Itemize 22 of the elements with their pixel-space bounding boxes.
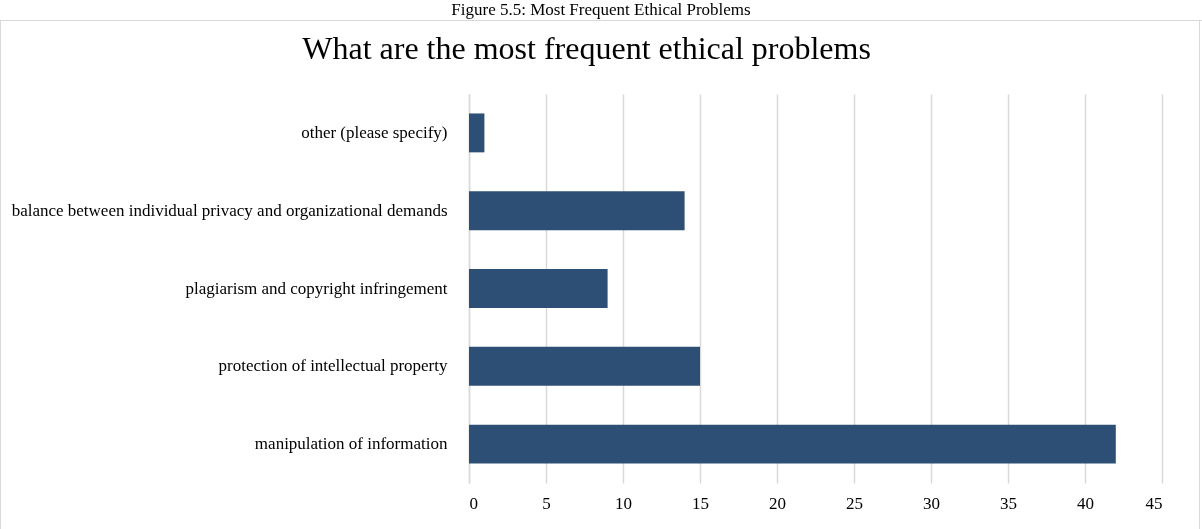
y-tick-label: protection of intellectual property	[218, 356, 448, 376]
x-tick-label: 20	[769, 493, 786, 513]
caption: Figure 5.5: Most Frequent Ethical Problems	[0, 0, 1202, 21]
x-tick-label: 10	[615, 493, 632, 513]
x-tick-label: 35	[1000, 493, 1017, 513]
y-tick-label: other (please specify)	[301, 122, 448, 142]
bar	[469, 346, 700, 386]
y-tick-label: manipulation of information	[254, 434, 448, 454]
bar	[469, 113, 485, 153]
bar	[469, 269, 608, 308]
x-tick-label: 0	[469, 493, 478, 513]
bar	[469, 191, 685, 231]
x-tick-label: 25	[846, 493, 863, 513]
x-tick-label: 40	[1077, 493, 1094, 513]
y-tick-label: balance between individual privacy and organizational demands	[11, 200, 448, 220]
chart-title: What are the most frequent ethical problems	[302, 30, 871, 66]
bar	[469, 424, 1116, 464]
x-tick-label: 15	[692, 493, 709, 513]
x-tick-label: 45	[1145, 493, 1163, 513]
y-tick-label: plagiarism and copyright infringement	[185, 278, 448, 298]
x-tick-label: 5	[542, 493, 551, 513]
x-tick-label: 30	[923, 493, 940, 513]
